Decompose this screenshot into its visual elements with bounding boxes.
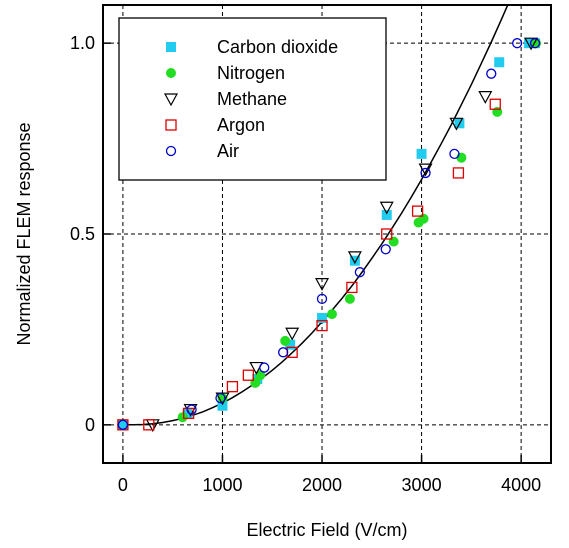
data-point (452, 167, 465, 179)
data-point (512, 38, 523, 49)
data-point (411, 205, 424, 217)
data-point (278, 347, 289, 358)
legend-marker (166, 68, 176, 78)
data-point (315, 278, 330, 291)
data-point (226, 381, 239, 393)
data-point (346, 281, 358, 294)
data-point (380, 244, 391, 255)
data-point (349, 255, 360, 266)
data-point (259, 362, 270, 373)
legend-marker (165, 119, 177, 131)
data-point (388, 236, 399, 247)
data-point (285, 327, 300, 341)
data-point (489, 98, 501, 110)
data-point (117, 419, 129, 430)
x-axis-label: Electric Field (V/cm) (246, 520, 407, 540)
legend-marker (166, 42, 176, 52)
data-point (285, 339, 296, 350)
data-point (182, 408, 193, 419)
data-point (143, 419, 155, 431)
data-point (418, 213, 429, 224)
data-point (529, 38, 541, 49)
legend-marker (163, 93, 179, 107)
y-tick-label: 1.0 (70, 33, 95, 53)
data-point (449, 148, 460, 160)
data-point (215, 392, 226, 404)
data-point (416, 148, 427, 159)
data-point (317, 312, 328, 323)
data-point (316, 293, 328, 305)
data-point (420, 167, 431, 179)
data-point (449, 117, 464, 131)
x-tick-label: 2000 (302, 475, 342, 495)
data-point (381, 228, 393, 240)
legend-label: Argon (217, 115, 265, 135)
data-point (326, 309, 337, 320)
data-point (117, 419, 128, 430)
axis-ticks: 0 1000 2000 3000 4000 0 0.5 1.0 (70, 33, 541, 495)
y-tick-label: 0 (85, 415, 95, 435)
series-points (117, 38, 541, 430)
legend: Carbon dioxide Nitrogen Methane Argon Air (118, 17, 387, 181)
x-tick-label: 1000 (202, 475, 242, 495)
data-point (344, 293, 355, 304)
data-point (381, 209, 392, 220)
data-point (524, 37, 539, 51)
legend-label: Air (217, 141, 239, 161)
x-tick-label: 0 (118, 475, 128, 495)
data-point (379, 201, 394, 215)
legend-marker (165, 145, 177, 157)
legend-label: Methane (217, 89, 287, 109)
data-point (186, 404, 197, 415)
data-point (280, 335, 291, 346)
data-point (347, 251, 362, 265)
y-axis-label: Normalized FLEM response (14, 122, 34, 345)
x-tick-label: 3000 (402, 475, 442, 495)
data-point (456, 152, 467, 163)
data-point (486, 68, 497, 79)
data-point (242, 369, 255, 381)
data-point (354, 267, 366, 278)
data-point (494, 57, 505, 68)
x-tick-label: 4000 (501, 475, 541, 495)
legend-label: Nitrogen (217, 63, 285, 83)
data-point (524, 38, 535, 49)
data-point (177, 412, 188, 423)
legend-box (118, 17, 387, 181)
legend-label: Carbon dioxide (217, 37, 338, 57)
data-point (316, 319, 328, 332)
data-points (117, 37, 542, 433)
data-point (217, 400, 228, 411)
data-point (255, 370, 266, 381)
y-tick-label: 0.5 (70, 224, 95, 244)
data-point (478, 90, 493, 104)
